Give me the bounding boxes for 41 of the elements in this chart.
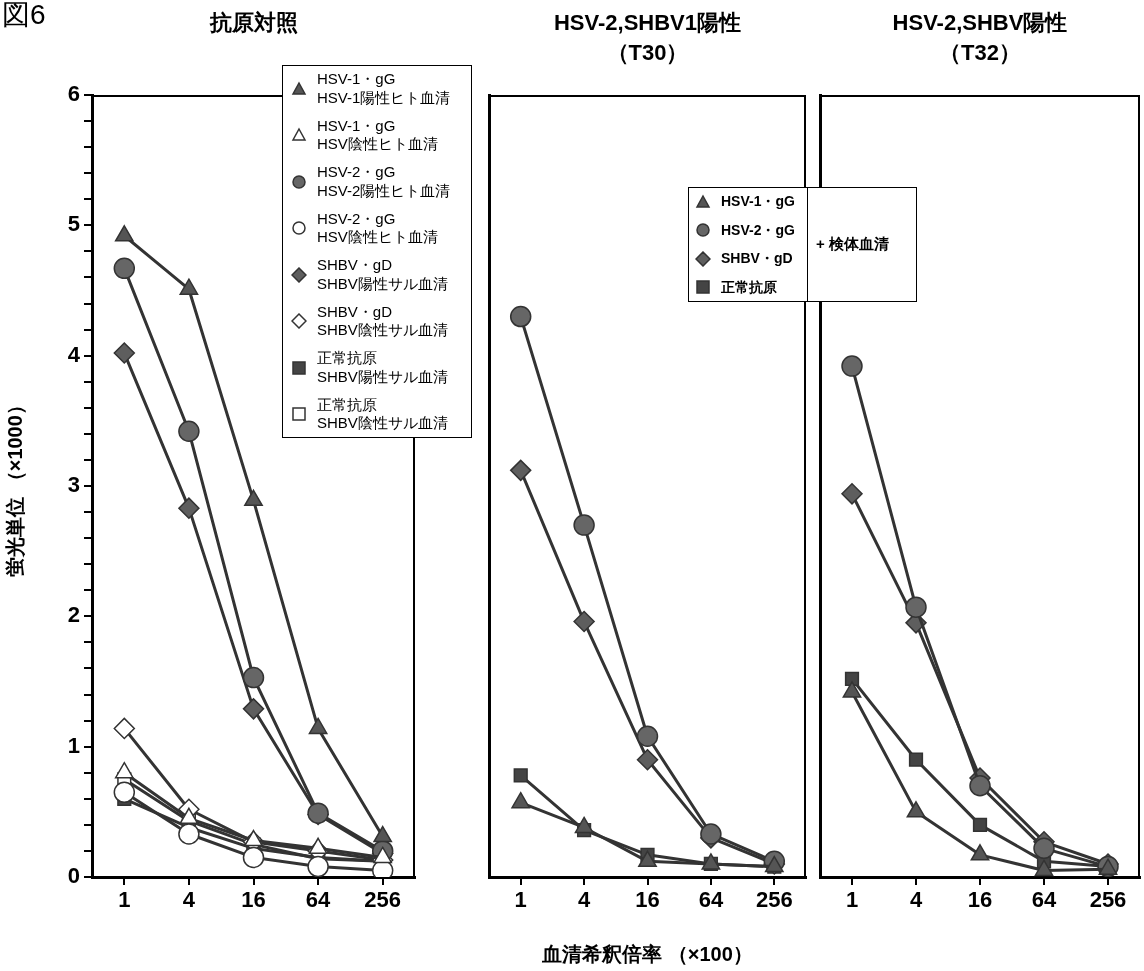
- x-tick-label: 64: [698, 887, 724, 913]
- legend-label: HSV-1・gG HSV-1陽性ヒト血清: [317, 70, 451, 108]
- legend-label: 正常抗原 SHBV陰性サル血清: [317, 395, 448, 433]
- legend-label: 正常抗原 SHBV陽性サル血清: [317, 349, 448, 387]
- chart-title: HSV-2,SHBV陽性（T32）: [891, 9, 1069, 67]
- x-tick-label: 256: [755, 887, 793, 913]
- legend-label: SHBV・gD SHBV陰性サル血清: [317, 302, 448, 340]
- annotation: + 検体血清: [816, 235, 889, 254]
- x-tick-label: 16: [241, 887, 266, 913]
- chart-title: HSV-2,SHBV1陽性（T30）: [552, 9, 743, 67]
- x-tick-label: 4: [909, 887, 923, 913]
- x-tick-label: 16: [635, 887, 660, 913]
- y-tick-label: 5: [67, 211, 80, 237]
- x-tick-label: 1: [514, 887, 527, 913]
- y-tick-label: 0: [67, 863, 80, 889]
- y-tick-label: 1: [67, 732, 80, 758]
- x-tick-label: 64: [1031, 887, 1057, 913]
- legend-label: HSV-2・gG HSV-2陽性ヒト血清: [317, 163, 451, 201]
- x-tick-label: 256: [1089, 887, 1127, 913]
- y-tick-label: 2: [67, 602, 80, 628]
- legend-label: SHBV・gD: [721, 250, 793, 268]
- x-axis-title: 血清希釈倍率 （×100）: [541, 942, 753, 965]
- chart-title: 抗原対照: [208, 9, 299, 37]
- y-tick-label: 6: [67, 81, 80, 107]
- legend-label: HSV-1・gG HSV陰性ヒト血清: [317, 116, 438, 154]
- caption: 図6: [2, 0, 46, 32]
- legend-label: HSV-2・gG HSV陰性ヒト血清: [317, 209, 438, 247]
- y-axis-title: 蛍光単位 （×1000）: [3, 395, 26, 577]
- legend-label: HSV-1・gG: [721, 193, 795, 211]
- y-tick-label: 4: [67, 341, 81, 367]
- x-tick-label: 256: [364, 887, 402, 913]
- x-tick-label: 16: [967, 887, 993, 913]
- y-tick-label: 3: [67, 472, 80, 498]
- x-tick-label: 1: [118, 887, 131, 913]
- legend-label: 正常抗原: [721, 278, 777, 296]
- x-tick-label: 1: [845, 887, 859, 913]
- legend-label: SHBV・gD SHBV陽性サル血清: [317, 256, 448, 294]
- x-tick-label: 4: [577, 887, 591, 913]
- x-tick-label: 4: [182, 887, 196, 913]
- legend-label: HSV-2・gG: [721, 221, 795, 239]
- x-tick-label: 64: [305, 887, 332, 913]
